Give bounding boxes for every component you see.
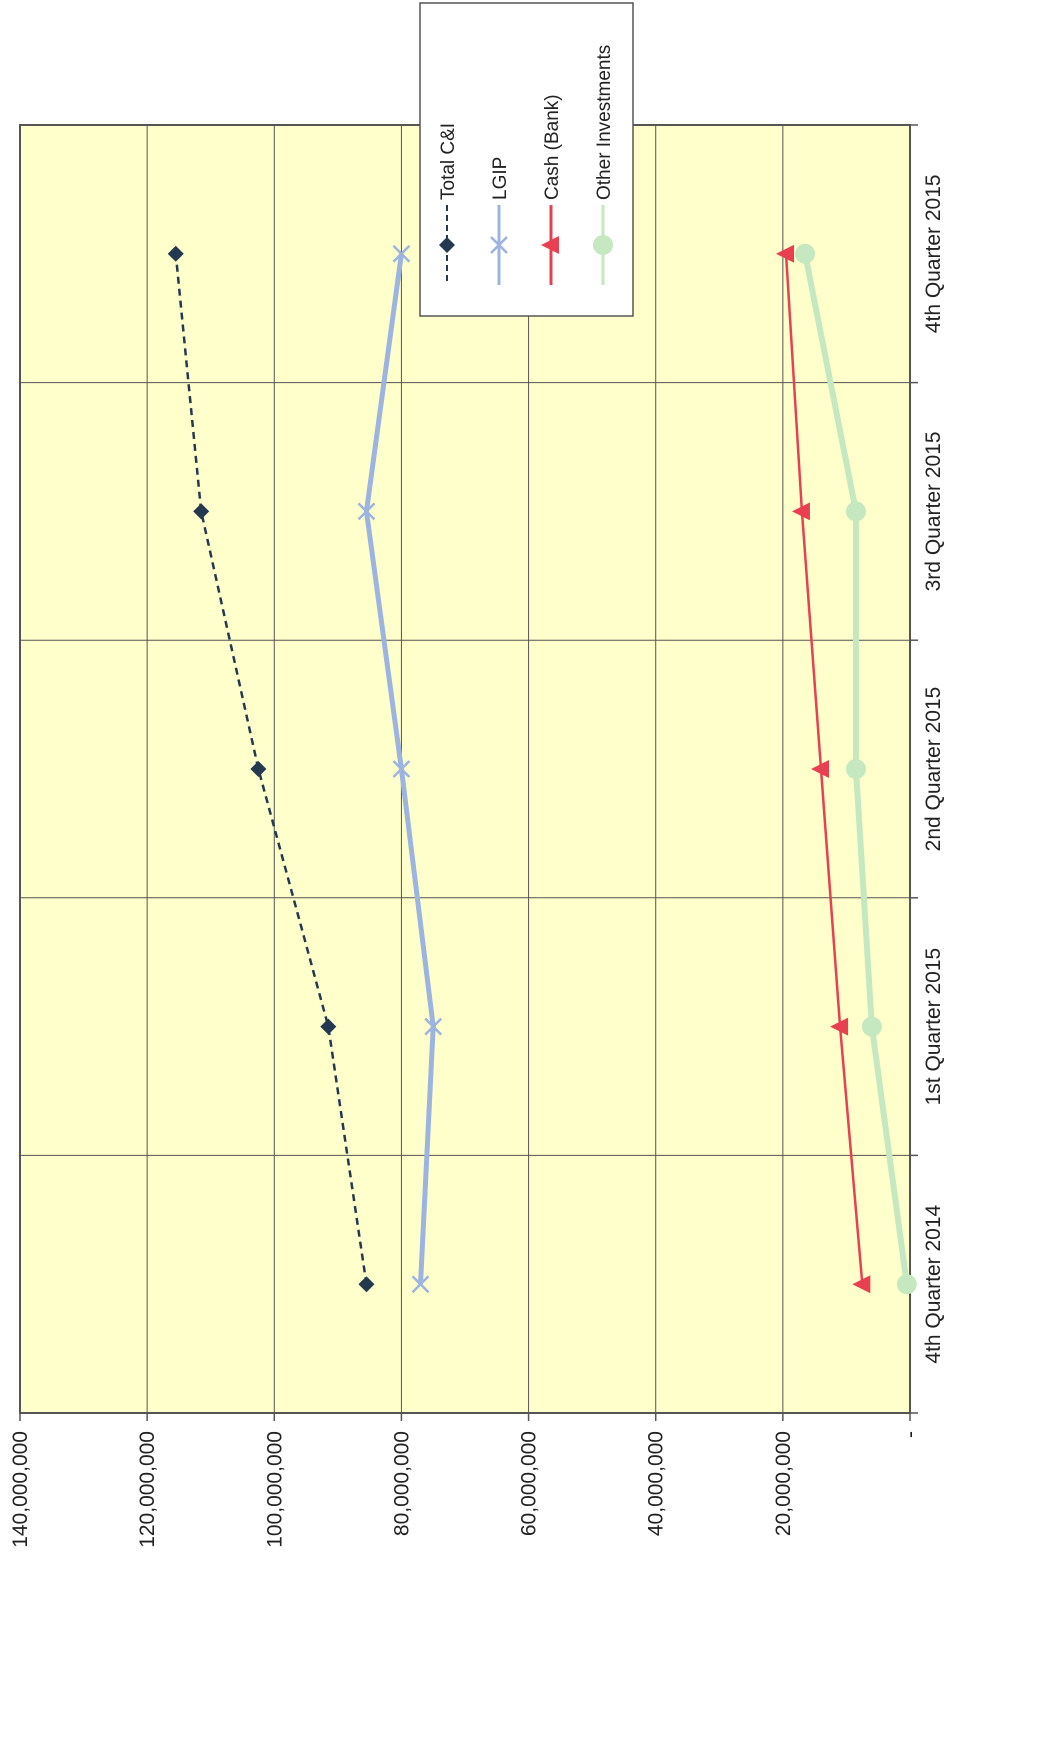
legend-marker-lgip bbox=[490, 236, 508, 254]
legend-box bbox=[419, 2, 634, 317]
data-point-other-investments bbox=[845, 501, 866, 522]
data-point-cash-bank bbox=[830, 1017, 849, 1036]
data-point-lgip bbox=[357, 502, 376, 521]
data-point-total-c-i bbox=[320, 1018, 337, 1035]
value-tick-label: 120,000,000 bbox=[136, 1431, 159, 1548]
data-point-cash-bank bbox=[776, 244, 795, 263]
data-point-other-investments bbox=[861, 1016, 882, 1037]
value-tick-label: 40,000,000 bbox=[645, 1431, 668, 1536]
category-tick-label: 4th Quarter 2015 bbox=[922, 174, 945, 333]
legend-label-total-c-i: Total C&I bbox=[438, 123, 459, 200]
data-point-lgip bbox=[392, 244, 411, 263]
category-tick-label: 4th Quarter 2014 bbox=[922, 1204, 945, 1363]
value-tick-label: 100,000,000 bbox=[263, 1431, 286, 1548]
value-tick-label: 140,000,000 bbox=[9, 1431, 32, 1548]
category-tick-label: 1st Quarter 2015 bbox=[922, 948, 945, 1106]
legend-label-cash-bank: Cash (Bank) bbox=[542, 94, 563, 200]
legend-label-lgip: LGIP bbox=[490, 157, 511, 200]
data-point-cash-bank bbox=[852, 1275, 871, 1294]
plot-area bbox=[19, 124, 911, 1414]
legend-marker-cash-bank bbox=[541, 236, 559, 254]
value-tick-label: 20,000,000 bbox=[772, 1431, 795, 1536]
legend-marker-other-investments bbox=[593, 235, 613, 255]
legend: Total C&I LGIP Cash (Bank) Other Investment… bbox=[419, 2, 634, 317]
data-point-total-c-i bbox=[358, 1276, 375, 1293]
data-point-lgip bbox=[392, 760, 411, 778]
series-layer bbox=[167, 243, 917, 1295]
category-tick-label: 3rd Quarter 2015 bbox=[922, 431, 945, 591]
data-point-cash-bank bbox=[791, 502, 810, 521]
data-point-other-investments bbox=[845, 759, 866, 779]
axes: - 20,000,000 40,000,000 60,000,000 80,000,00… bbox=[9, 124, 945, 1548]
plot-background bbox=[19, 124, 911, 1414]
legend-label-other-investments: Other Investments bbox=[594, 45, 615, 200]
data-point-total-c-i bbox=[193, 503, 210, 520]
data-point-cash-bank bbox=[811, 760, 829, 778]
value-tick-label: 80,000,000 bbox=[390, 1431, 413, 1536]
data-point-total-c-i bbox=[250, 761, 267, 777]
data-point-lgip bbox=[424, 1017, 443, 1036]
data-point-total-c-i bbox=[167, 245, 184, 262]
series-line-total-c-i bbox=[174, 253, 368, 1285]
data-point-other-investments bbox=[795, 243, 816, 264]
value-tick-label: 60,000,000 bbox=[518, 1431, 541, 1536]
category-tick-label: 2nd Quarter 2015 bbox=[922, 687, 945, 852]
data-point-lgip bbox=[411, 1275, 430, 1294]
data-point-other-investments bbox=[896, 1274, 917, 1295]
value-tick-label: - bbox=[899, 1431, 922, 1438]
legend-marker-total-c-i bbox=[439, 237, 455, 253]
